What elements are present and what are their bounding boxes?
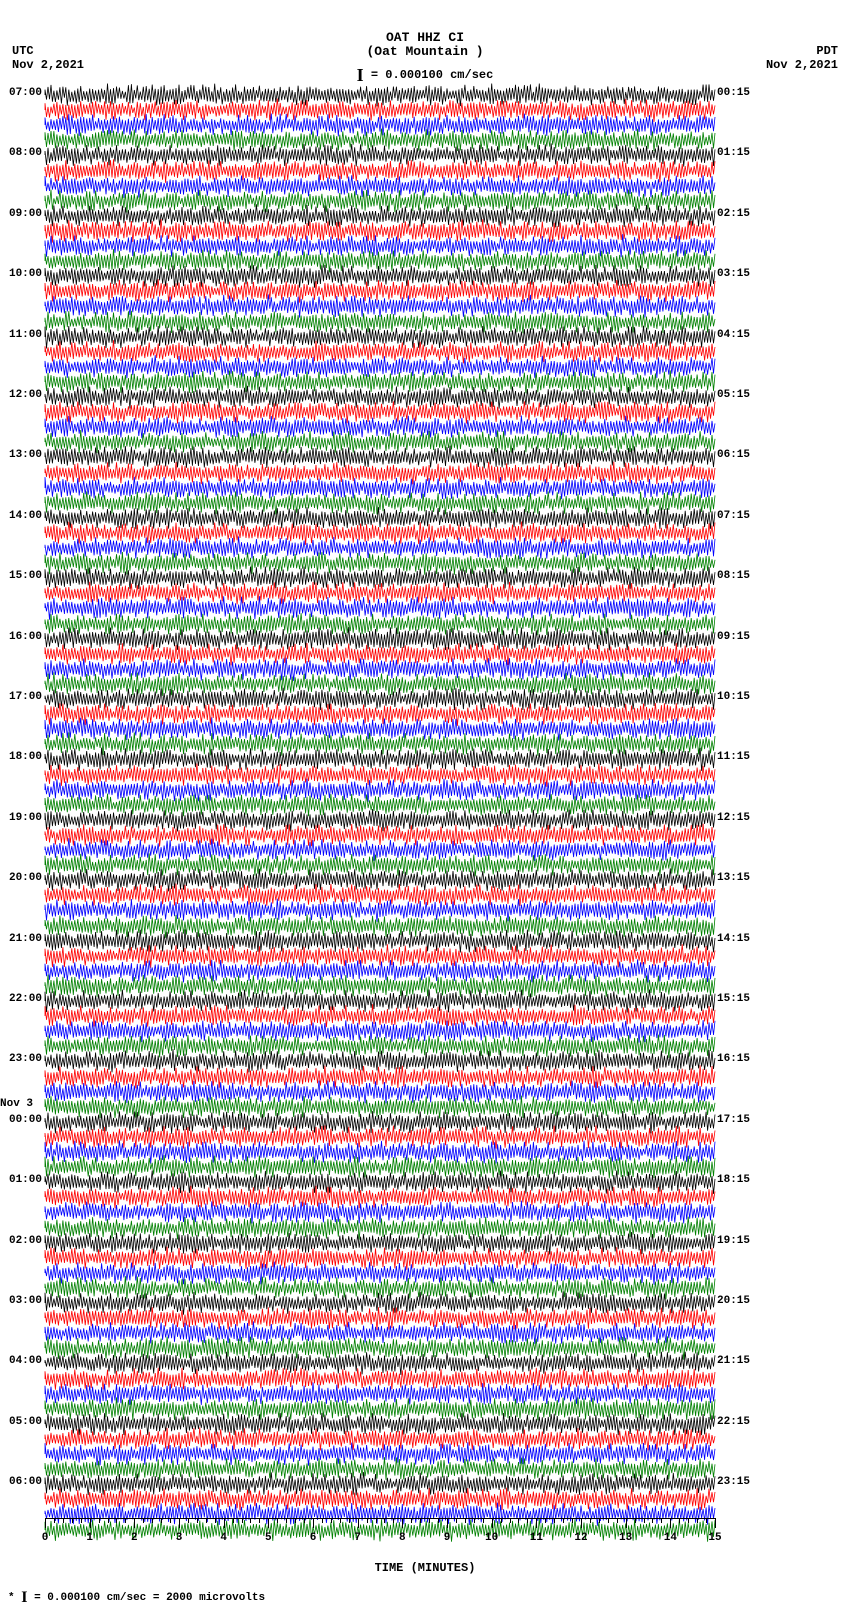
pdt-time-label: 10:15 (717, 691, 767, 703)
x-major-tick (447, 1518, 448, 1528)
pdt-time-label: 06:15 (717, 449, 767, 461)
day-rollover-label: Nov 3 (0, 1098, 42, 1110)
x-tick-label: 8 (399, 1532, 406, 1544)
pdt-time-label: 01:15 (717, 147, 767, 159)
pdt-time-label: 09:15 (717, 631, 767, 643)
pdt-label: PDT (816, 44, 838, 58)
x-tick-label: 13 (619, 1532, 632, 1544)
x-axis: 0123456789101112131415 (45, 1518, 715, 1558)
x-axis-label: TIME (MINUTES) (0, 1561, 850, 1575)
x-major-tick (581, 1518, 582, 1528)
pdt-time-label: 12:15 (717, 812, 767, 824)
utc-time-label: 07:00 (0, 87, 42, 99)
star-icon: * (8, 1592, 15, 1604)
x-tick-label: 0 (42, 1532, 49, 1544)
utc-time-label: 00:00 (0, 1114, 42, 1126)
utc-label: UTC (12, 44, 34, 58)
x-tick-label: 12 (574, 1532, 587, 1544)
station-code: OAT HHZ CI (0, 30, 850, 45)
x-major-tick (313, 1518, 314, 1528)
utc-time-label: 21:00 (0, 933, 42, 945)
utc-time-label: 08:00 (0, 147, 42, 159)
pdt-time-label: 00:15 (717, 87, 767, 99)
utc-time-label: 05:00 (0, 1416, 42, 1428)
utc-time-label: 11:00 (0, 329, 42, 341)
pdt-time-label: 16:15 (717, 1053, 767, 1065)
utc-time-label: 03:00 (0, 1295, 42, 1307)
x-tick-label: 3 (176, 1532, 183, 1544)
x-major-tick (45, 1518, 46, 1528)
x-major-tick (402, 1518, 403, 1528)
helicorder-plot: 07:0000:1508:0001:1509:0002:1510:0003:15… (45, 85, 715, 1535)
x-major-tick (90, 1518, 91, 1528)
utc-time-label: 15:00 (0, 570, 42, 582)
x-major-tick (670, 1518, 671, 1528)
pdt-time-label: 05:15 (717, 389, 767, 401)
utc-time-label: 01:00 (0, 1174, 42, 1186)
pdt-time-label: 22:15 (717, 1416, 767, 1428)
x-tick-label: 5 (265, 1532, 272, 1544)
x-major-tick (626, 1518, 627, 1528)
footer-scale-text: = 0.000100 cm/sec = 2000 microvolts (34, 1592, 265, 1604)
pdt-time-label: 15:15 (717, 993, 767, 1005)
pdt-time-label: 21:15 (717, 1355, 767, 1367)
x-major-tick (224, 1518, 225, 1528)
pdt-time-label: 23:15 (717, 1476, 767, 1488)
utc-time-label: 14:00 (0, 510, 42, 522)
x-tick-label: 6 (310, 1532, 317, 1544)
pdt-time-label: 11:15 (717, 751, 767, 763)
pdt-time-label: 20:15 (717, 1295, 767, 1307)
pdt-date: Nov 2,2021 (766, 58, 838, 72)
utc-time-label: 22:00 (0, 993, 42, 1005)
utc-date: Nov 2,2021 (12, 58, 84, 72)
footer-scale: * I = 0.000100 cm/sec = 2000 microvolts (8, 1587, 265, 1605)
x-tick-label: 15 (708, 1532, 721, 1544)
utc-time-label: 20:00 (0, 872, 42, 884)
x-major-tick (492, 1518, 493, 1528)
x-tick-label: 7 (354, 1532, 361, 1544)
x-tick-label: 9 (444, 1532, 451, 1544)
x-tick-label: 11 (530, 1532, 543, 1544)
x-tick-label: 10 (485, 1532, 498, 1544)
x-tick-label: 14 (664, 1532, 677, 1544)
utc-time-label: 09:00 (0, 208, 42, 220)
x-axis-line (45, 1518, 715, 1519)
x-major-tick (134, 1518, 135, 1528)
pdt-time-label: 07:15 (717, 510, 767, 522)
utc-time-label: 02:00 (0, 1235, 42, 1247)
x-major-tick (715, 1518, 716, 1528)
scale-bar-icon: I (21, 1589, 27, 1606)
x-major-tick (358, 1518, 359, 1528)
pdt-time-label: 19:15 (717, 1235, 767, 1247)
pdt-time-label: 08:15 (717, 570, 767, 582)
x-tick-label: 4 (220, 1532, 227, 1544)
x-tick-label: 2 (131, 1532, 138, 1544)
pdt-time-label: 17:15 (717, 1114, 767, 1126)
x-major-tick (268, 1518, 269, 1528)
utc-time-label: 10:00 (0, 268, 42, 280)
utc-time-label: 06:00 (0, 1476, 42, 1488)
pdt-time-label: 04:15 (717, 329, 767, 341)
utc-time-label: 04:00 (0, 1355, 42, 1367)
station-name: (Oat Mountain ) (0, 44, 850, 59)
utc-time-label: 17:00 (0, 691, 42, 703)
utc-time-label: 13:00 (0, 449, 42, 461)
utc-time-label: 19:00 (0, 812, 42, 824)
pdt-time-label: 18:15 (717, 1174, 767, 1186)
utc-time-label: 18:00 (0, 751, 42, 763)
pdt-time-label: 14:15 (717, 933, 767, 945)
utc-time-label: 23:00 (0, 1053, 42, 1065)
utc-time-label: 12:00 (0, 389, 42, 401)
x-tick-label: 1 (86, 1532, 93, 1544)
pdt-time-label: 03:15 (717, 268, 767, 280)
pdt-time-label: 02:15 (717, 208, 767, 220)
x-major-tick (536, 1518, 537, 1528)
pdt-time-label: 13:15 (717, 872, 767, 884)
utc-time-label: 16:00 (0, 631, 42, 643)
x-major-tick (179, 1518, 180, 1528)
